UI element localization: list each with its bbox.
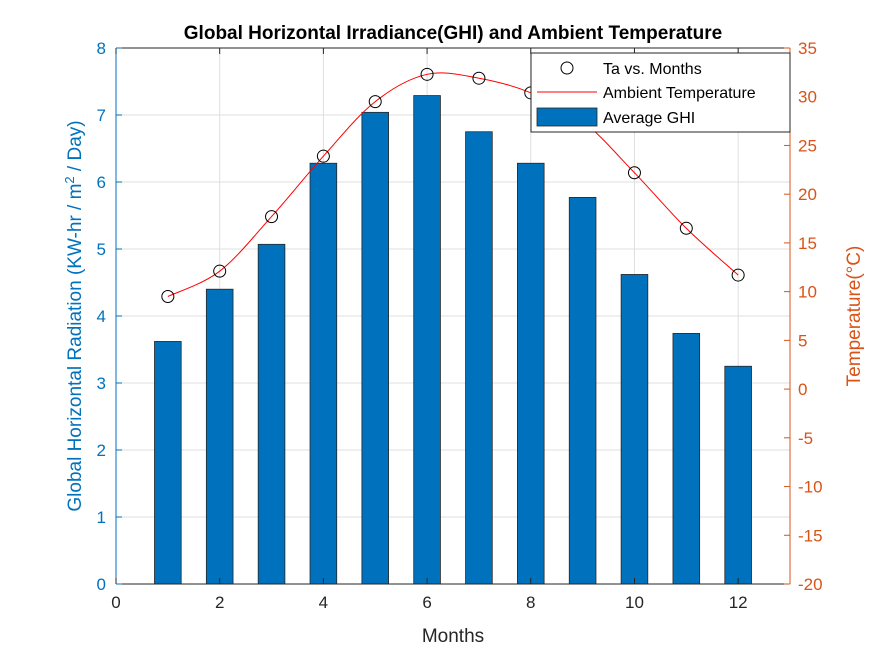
bar bbox=[724, 365, 752, 585]
bar bbox=[620, 274, 649, 585]
x-tick-label: 4 bbox=[319, 593, 328, 612]
y-left-tick-label: 0 bbox=[97, 575, 106, 594]
y-left-tick-label: 7 bbox=[97, 106, 106, 125]
x-tick-label: 0 bbox=[111, 593, 120, 612]
y-right-tick-label: -15 bbox=[798, 526, 823, 545]
scatter-point bbox=[368, 95, 382, 109]
x-axis-label: Months bbox=[422, 626, 484, 647]
tick-labels: 0 2 4 6 8 10 12012345678-20-15-10-505101520253… bbox=[97, 39, 823, 612]
legend: Ta vs. Months Ambient Temperature Averag… bbox=[530, 52, 791, 133]
legend-label-temperature: Ambient Temperature bbox=[603, 85, 756, 102]
y-right-tick-label: 25 bbox=[798, 136, 817, 155]
y-left-tick-label: 6 bbox=[97, 173, 106, 192]
y-right-tick-label: 15 bbox=[798, 234, 817, 253]
x-tick-label: 8 bbox=[526, 593, 535, 612]
y-left-tick-label: 4 bbox=[97, 307, 106, 326]
y-left-tick-label: 5 bbox=[97, 240, 106, 259]
y-axis-left-label: Global Horizontal Radiation (KW-hr / m2 … bbox=[62, 120, 87, 511]
bar bbox=[154, 341, 182, 585]
y-right-tick-label: 30 bbox=[798, 88, 817, 107]
y-right-tick-label: 35 bbox=[798, 39, 817, 58]
bar bbox=[672, 333, 701, 585]
y-right-tick-label: 10 bbox=[798, 283, 817, 302]
scatter-point bbox=[731, 268, 745, 282]
x-tick-label: 6 bbox=[422, 593, 431, 612]
legend-label-ghi: Average GHI bbox=[603, 110, 695, 127]
y-axis-right-label: Temperature(°C) bbox=[844, 246, 865, 387]
bar bbox=[517, 162, 545, 585]
y-left-tick-label: 3 bbox=[97, 374, 106, 393]
y-right-tick-label: 5 bbox=[798, 331, 807, 350]
y-right-tick-label: -5 bbox=[798, 429, 813, 448]
chart-title: Global Horizontal Irradiance(GHI) and Am… bbox=[184, 23, 722, 44]
x-tick-label: 2 bbox=[215, 593, 224, 612]
scatter-point bbox=[265, 210, 279, 224]
y-right-tick-label: -20 bbox=[798, 575, 823, 594]
scatter-point bbox=[472, 71, 486, 85]
y-left-tick-label: 2 bbox=[97, 441, 106, 460]
scatter-point bbox=[161, 290, 175, 304]
x-tick-label: 12 bbox=[729, 593, 748, 612]
y-right-tick-label: 0 bbox=[798, 380, 807, 399]
y-left-tick-label: 8 bbox=[97, 39, 106, 58]
y-right-tick-label: 20 bbox=[798, 185, 817, 204]
x-tick-label: 10 bbox=[625, 593, 644, 612]
legend-bar-icon bbox=[536, 107, 598, 127]
scatter-point bbox=[213, 264, 227, 278]
legend-label-ta: Ta vs. Months bbox=[603, 61, 702, 78]
bar bbox=[309, 162, 338, 585]
bar bbox=[568, 197, 597, 585]
scatter-point bbox=[316, 149, 330, 163]
y-left-tick-label: 1 bbox=[97, 508, 106, 527]
bar bbox=[205, 288, 234, 585]
bar-series-average-ghi bbox=[154, 95, 752, 585]
bar bbox=[413, 95, 441, 585]
scatter-point bbox=[679, 221, 693, 235]
legend-marker-icon bbox=[560, 61, 574, 75]
scatter-point bbox=[627, 166, 641, 180]
bar bbox=[465, 131, 493, 585]
axes bbox=[115, 47, 791, 585]
scatter-point bbox=[420, 67, 434, 81]
bar bbox=[361, 111, 389, 585]
y-right-tick-label: -10 bbox=[798, 478, 823, 497]
bar bbox=[257, 243, 286, 585]
